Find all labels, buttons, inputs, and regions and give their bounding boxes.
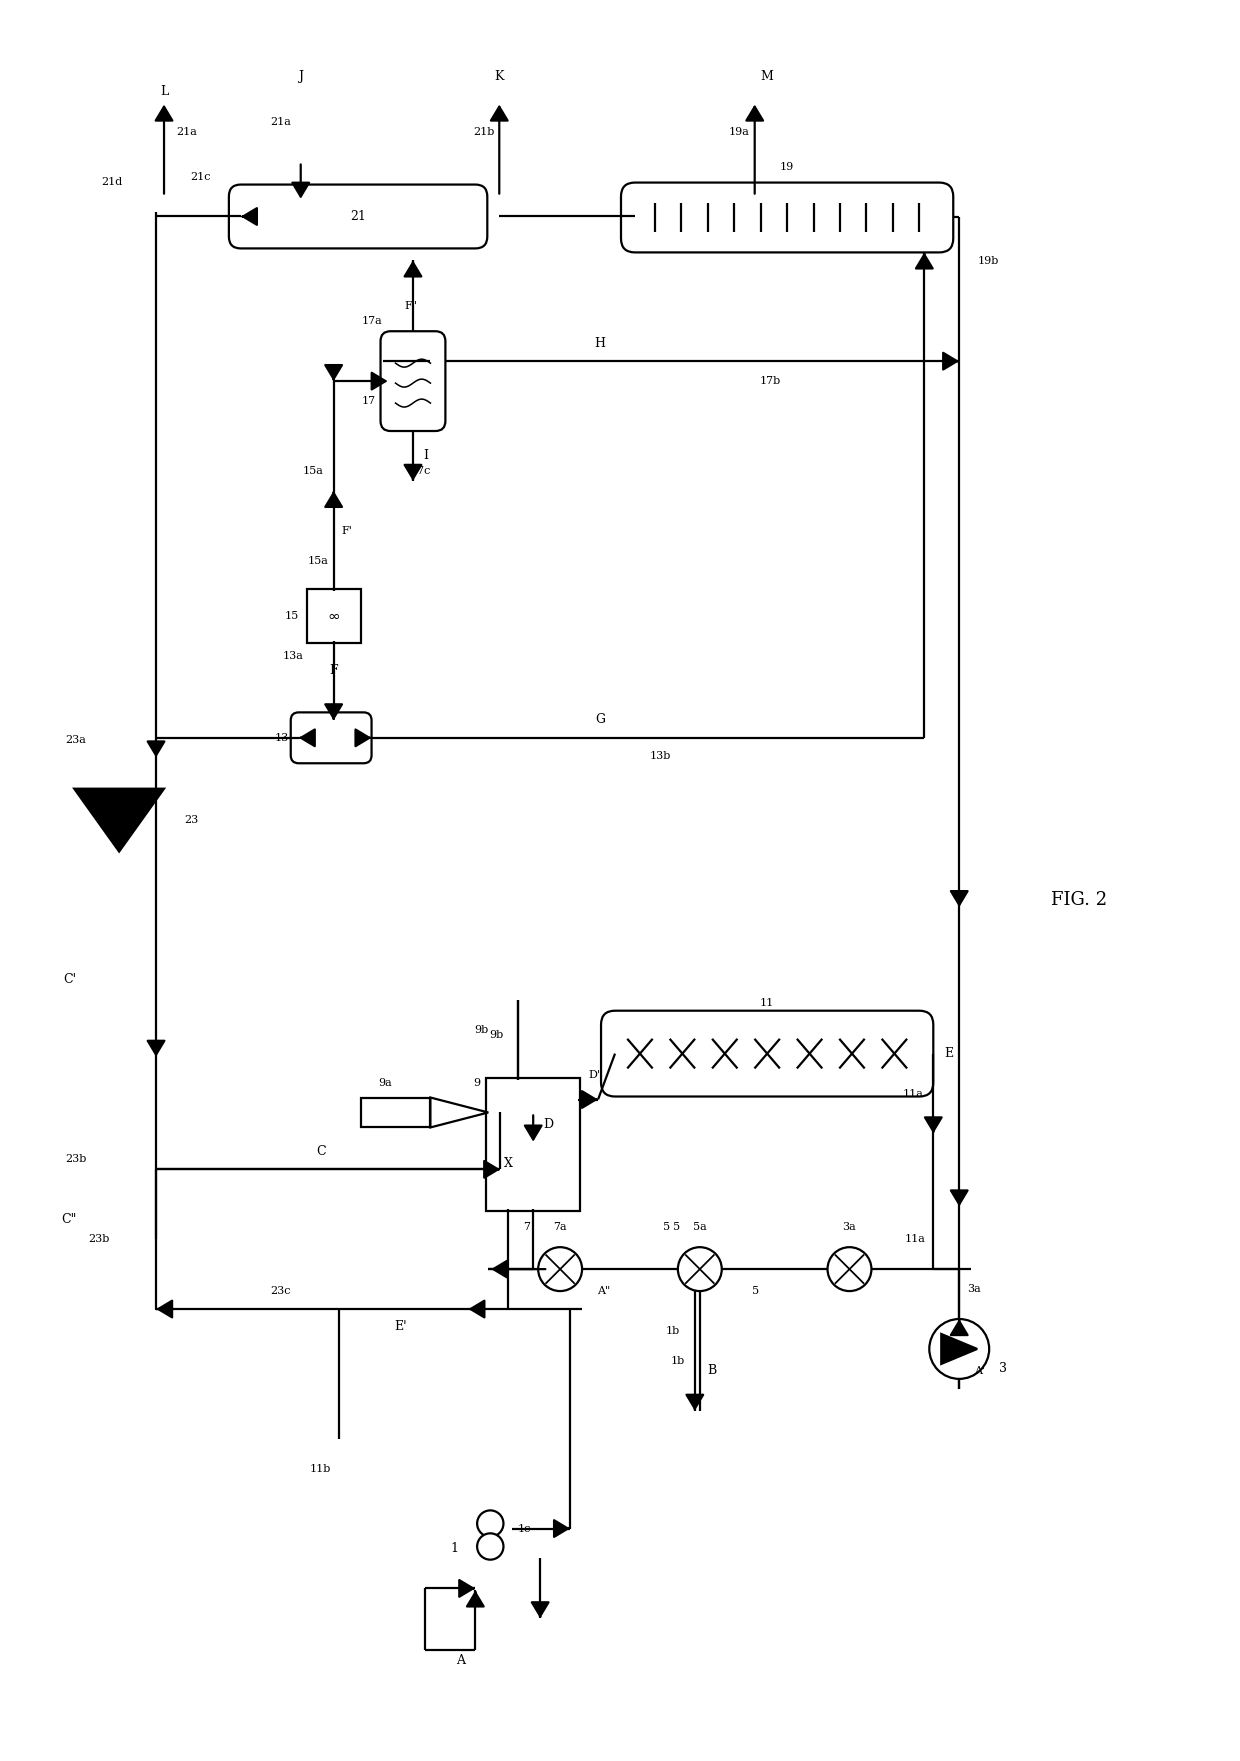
Polygon shape [941,1335,977,1365]
FancyBboxPatch shape [381,331,445,431]
Text: H: H [594,336,605,350]
Text: F': F' [342,527,352,535]
Text: D: D [543,1118,553,1132]
Text: A": A" [596,1286,610,1296]
FancyBboxPatch shape [306,588,361,643]
Circle shape [538,1247,582,1291]
Text: 7a: 7a [553,1222,567,1233]
Text: 9: 9 [474,1078,480,1088]
Text: 15: 15 [284,611,299,620]
Circle shape [477,1511,503,1537]
Text: E: E [945,1048,954,1060]
Text: 17a: 17a [362,317,382,326]
Text: 21d: 21d [102,176,123,187]
Polygon shape [74,789,164,852]
Text: 21a: 21a [270,116,290,127]
Text: 19a: 19a [729,127,750,137]
Text: 21c: 21c [191,171,211,181]
Text: A: A [456,1654,465,1666]
Text: 19b: 19b [977,257,998,266]
FancyBboxPatch shape [229,185,487,248]
Text: J: J [298,70,304,83]
Text: 13b: 13b [650,750,671,761]
Text: C": C" [61,1213,76,1226]
Text: 9b: 9b [489,1030,503,1039]
Text: X: X [503,1157,512,1171]
Text: 15a: 15a [303,467,324,475]
Polygon shape [430,1097,489,1127]
Text: 1b: 1b [666,1326,680,1337]
Text: 23: 23 [184,815,198,826]
Text: 1: 1 [450,1543,459,1555]
Text: 3a: 3a [967,1284,981,1294]
Text: 11b: 11b [309,1463,331,1474]
Text: 5a: 5a [693,1222,707,1233]
Text: 11: 11 [760,998,774,1007]
Text: 11a: 11a [903,1088,924,1099]
Text: 23c: 23c [270,1286,291,1296]
Text: 17c: 17c [410,467,430,475]
Text: 5: 5 [662,1222,670,1233]
Text: L: L [160,85,169,99]
Text: FIG. 2: FIG. 2 [1052,891,1107,909]
Text: 15a: 15a [308,556,329,565]
FancyBboxPatch shape [486,1078,580,1212]
Text: B: B [707,1365,715,1377]
Text: 13a: 13a [283,650,304,660]
Text: A': A' [975,1367,986,1375]
Text: 23a: 23a [66,736,87,745]
Text: 5: 5 [673,1222,680,1233]
FancyBboxPatch shape [290,713,372,763]
Text: 3a: 3a [843,1222,857,1233]
Circle shape [678,1247,722,1291]
Text: 3: 3 [999,1363,1007,1375]
Text: 23b: 23b [88,1234,109,1245]
Text: 17b: 17b [760,377,781,386]
Text: K: K [495,70,503,83]
Text: 9a: 9a [378,1078,392,1088]
Circle shape [929,1319,990,1379]
Text: 21a: 21a [176,127,197,137]
Text: G: G [595,713,605,726]
Text: E': E' [394,1321,407,1333]
Text: 1b: 1b [671,1356,684,1367]
Text: M: M [760,70,773,83]
Text: C': C' [63,974,76,986]
Text: 9b: 9b [474,1025,489,1035]
FancyBboxPatch shape [621,183,954,252]
Circle shape [827,1247,872,1291]
Polygon shape [361,1097,430,1127]
Text: 1c: 1c [517,1523,531,1534]
Text: D': D' [588,1069,600,1079]
Text: C: C [316,1145,325,1159]
Text: 21b: 21b [472,127,495,137]
Text: F: F [330,664,339,676]
Text: I: I [423,449,428,463]
Text: 17: 17 [361,396,376,407]
Text: 11a: 11a [904,1234,925,1245]
Text: $\infty$: $\infty$ [327,608,340,623]
Text: F": F" [404,301,417,312]
Circle shape [477,1534,503,1560]
Text: 23b: 23b [64,1155,87,1164]
Text: 7: 7 [523,1222,531,1233]
Text: 19: 19 [780,162,795,171]
Text: 21: 21 [350,210,366,224]
Text: 13: 13 [274,733,289,743]
Text: 5: 5 [751,1286,759,1296]
FancyBboxPatch shape [601,1011,934,1097]
